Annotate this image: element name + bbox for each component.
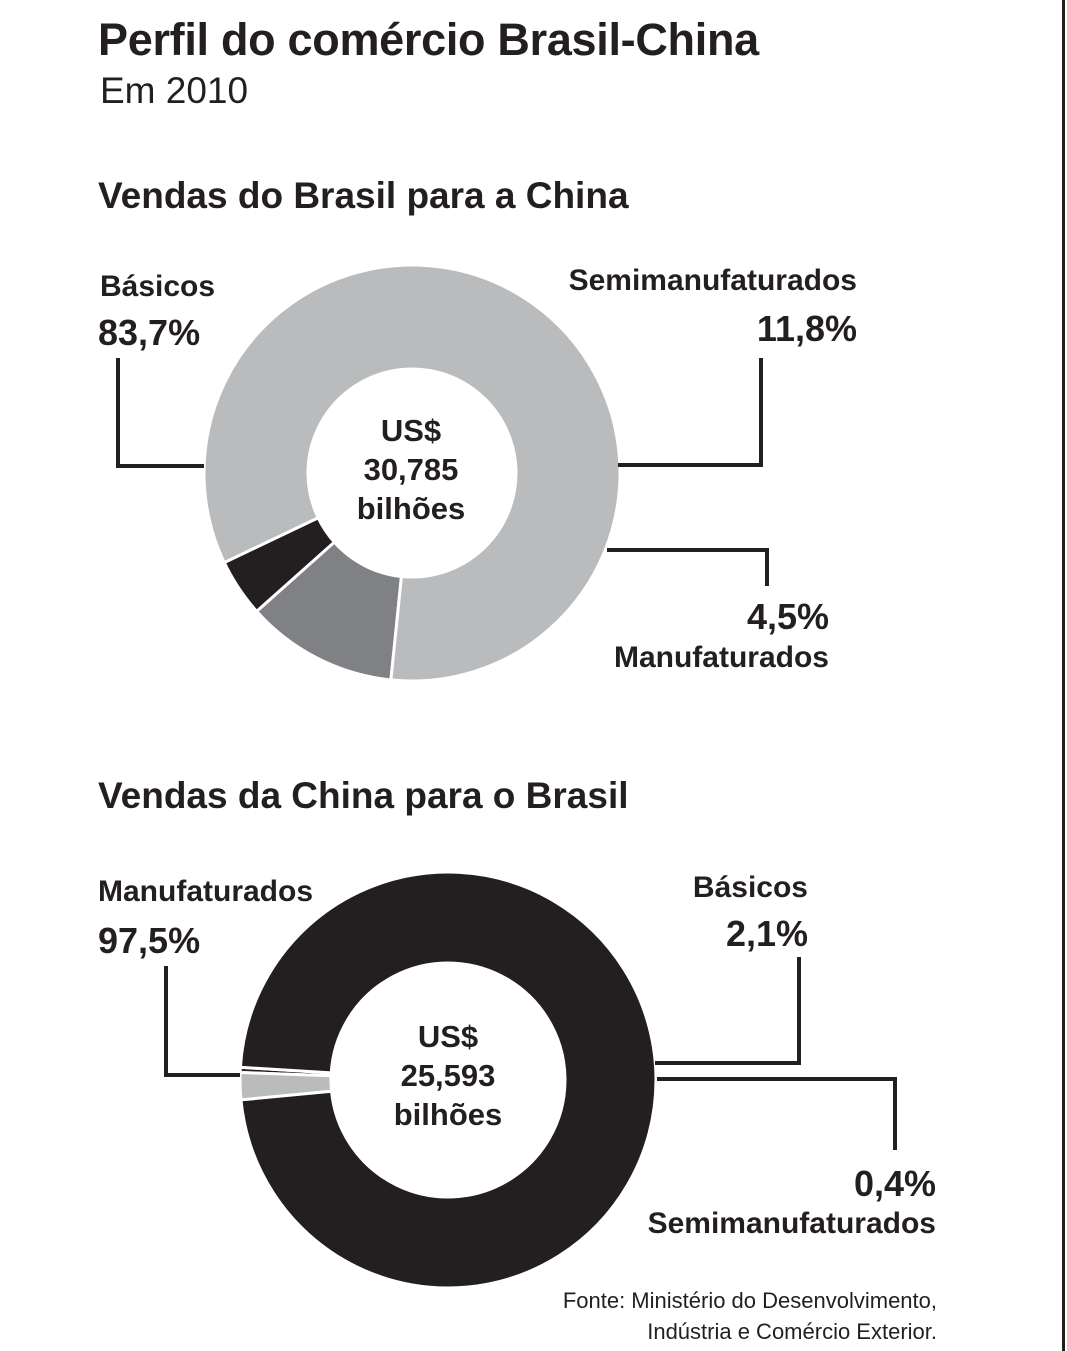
chart2-value-manufaturados: 97,5% [98, 920, 201, 961]
chart2-value-basicos: 2,1% [725, 913, 808, 954]
chart1-value-manufaturados: 4,5% [746, 596, 829, 637]
chart2-leader-semimanufaturados [657, 1077, 897, 1150]
chart1-leader-semimanufaturados [618, 358, 763, 467]
chart2-center-total: US$ 25,593 bilhões [373, 1017, 523, 1134]
chart1-value-semimanufaturados: 11,8% [756, 308, 857, 349]
chart2-leader-manufaturados [164, 966, 240, 1077]
chart2-total-amount: 25,593 [400, 1058, 496, 1093]
chart2-title: Vendas da China para o Brasil [98, 775, 629, 816]
chart1-total-unit: bilhões [356, 491, 466, 526]
chart1-label-basicos: Básicos [100, 270, 216, 303]
chart1-label-manufaturados: Manufaturados [613, 641, 829, 674]
chart1-title: Vendas do Brasil para a China [98, 175, 629, 216]
chart1-slice-b-sicos [202, 263, 622, 683]
chart1-total-amount: 30,785 [363, 452, 459, 487]
chart2-label-manufaturados: Manufaturados [98, 875, 314, 908]
page-title: Perfil do comércio Brasil-China [98, 14, 759, 65]
source-note: Fonte: Ministério do Desenvolvimento, In… [563, 1285, 937, 1347]
chart1-value-basicos: 83,7% [98, 312, 201, 353]
chart1-leader-manufaturados [607, 548, 769, 586]
chart1-leader-basicos [116, 358, 204, 468]
chart2-label-basicos: Básicos [692, 871, 808, 904]
chart2-value-semimanufaturados: 0,4% [853, 1163, 936, 1204]
page-subtitle: Em 2010 [100, 70, 249, 111]
chart1-center-total: US$ 30,785 bilhões [336, 411, 486, 528]
chart2-total-currency: US$ [417, 1019, 479, 1054]
chart1-total-currency: US$ [380, 413, 442, 448]
chart1-label-semimanufaturados: Semimanufaturados [568, 264, 857, 297]
source-line-1: Fonte: Ministério do Desenvolvimento, [562, 1288, 937, 1313]
source-line-2: Indústria e Comércio Exterior. [647, 1319, 937, 1344]
chart2-slice-manufaturados [238, 870, 658, 1290]
chart2-label-semimanufaturados: Semimanufaturados [647, 1207, 936, 1240]
chart2-leader-basicos [655, 957, 801, 1065]
chart2-total-unit: bilhões [393, 1097, 503, 1132]
right-border-line [1062, 0, 1065, 1351]
